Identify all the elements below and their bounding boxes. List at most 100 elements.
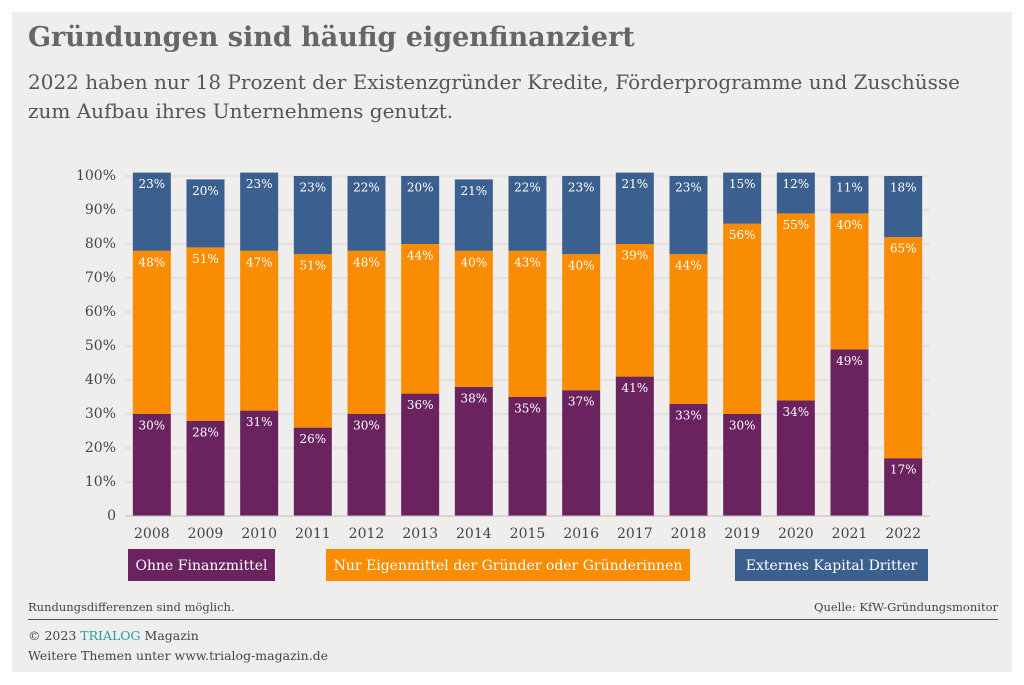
- value-label: 23%: [138, 177, 165, 191]
- value-label: 44%: [675, 259, 702, 273]
- bar-segment: [454, 179, 493, 251]
- value-label: 21%: [621, 177, 648, 191]
- bar-segment: [776, 400, 815, 516]
- value-label: 26%: [299, 432, 326, 446]
- bar-segment: [562, 390, 601, 516]
- bar-segment: [884, 237, 923, 459]
- x-tick-label: 2019: [724, 526, 760, 542]
- bar-segment: [293, 254, 332, 428]
- value-label: 22%: [353, 181, 380, 195]
- bar-segment: [508, 397, 547, 516]
- value-label: 36%: [407, 398, 434, 412]
- x-tick-label: 2022: [885, 526, 921, 542]
- value-label: 33%: [675, 408, 702, 422]
- y-tick-label: 0: [107, 508, 116, 524]
- copyright-line: © 2023 TRIALOG Magazin: [28, 628, 199, 643]
- legend-swatch: [735, 549, 928, 581]
- source: Quelle: KfW-Gründungsmonitor: [814, 600, 998, 614]
- value-label: 65%: [890, 242, 917, 256]
- bar-segment: [401, 176, 440, 244]
- value-label: 20%: [192, 184, 219, 198]
- bar-segment: [293, 427, 332, 516]
- value-label: 56%: [729, 228, 756, 242]
- value-label: 35%: [514, 402, 541, 416]
- value-label: 38%: [460, 391, 487, 405]
- value-label: 48%: [353, 255, 380, 269]
- legend-swatch: [128, 549, 275, 581]
- legend-swatch: [326, 549, 690, 581]
- bar-segment: [723, 223, 762, 414]
- bar-segment: [240, 250, 279, 411]
- copyright: © 2023: [28, 628, 77, 643]
- bar-segment: [186, 179, 225, 248]
- divider: [28, 619, 998, 620]
- x-tick-label: 2011: [295, 526, 331, 542]
- value-label: 21%: [460, 184, 487, 198]
- bar-segment: [884, 176, 923, 238]
- x-tick-label: 2012: [349, 526, 385, 542]
- legend-label: Ohne Finanzmittel: [136, 558, 268, 574]
- x-tick-label: 2016: [563, 526, 599, 542]
- bar-segment: [615, 244, 654, 377]
- bar-segment: [454, 386, 493, 516]
- value-label: 30%: [353, 419, 380, 433]
- bar-segment: [401, 244, 440, 394]
- x-tick-label: 2015: [510, 526, 546, 542]
- value-label: 51%: [299, 259, 326, 273]
- bar-segment: [401, 393, 440, 516]
- x-tick-label: 2013: [402, 526, 438, 542]
- value-label: 28%: [192, 425, 219, 439]
- footnote: Rundungsdifferenzen sind möglich.: [28, 600, 235, 614]
- bar-segment: [615, 376, 654, 516]
- bar-segment: [723, 414, 762, 516]
- legend-label: Nur Eigenmittel der Gründer oder Gründer…: [334, 558, 683, 574]
- value-label: 23%: [299, 181, 326, 195]
- value-label: 15%: [729, 177, 756, 191]
- y-tick-label: 40%: [85, 372, 116, 388]
- value-label: 49%: [836, 354, 863, 368]
- value-label: 40%: [460, 255, 487, 269]
- y-tick-label: 20%: [85, 440, 116, 456]
- value-label: 30%: [138, 419, 165, 433]
- card: Gründungen sind häufig eigenfinanziert 2…: [12, 12, 1012, 672]
- bar-segment: [186, 420, 225, 516]
- bar-segment: [669, 403, 708, 516]
- bar-segment: [669, 254, 708, 404]
- bar-segment: [293, 176, 332, 255]
- x-tick-label: 2010: [241, 526, 277, 542]
- brand: TRIALOG: [80, 628, 141, 643]
- y-tick-label: 80%: [85, 236, 116, 252]
- bar-segment: [347, 250, 386, 414]
- value-label: 43%: [514, 255, 541, 269]
- bar-segment: [240, 172, 279, 251]
- value-label: 44%: [407, 249, 434, 263]
- x-tick-label: 2009: [188, 526, 224, 542]
- y-tick-label: 30%: [85, 406, 116, 422]
- bar-segment: [830, 176, 869, 214]
- y-tick-label: 10%: [85, 474, 116, 490]
- bar-segment: [723, 172, 762, 224]
- value-label: 41%: [621, 381, 648, 395]
- legend-label: Externes Kapital Dritter: [746, 558, 918, 574]
- bar-segment: [347, 414, 386, 516]
- y-tick-label: 90%: [85, 202, 116, 218]
- value-label: 11%: [836, 181, 863, 195]
- y-tick-label: 50%: [85, 338, 116, 354]
- bar-segment: [508, 250, 547, 397]
- bar-segment: [240, 410, 279, 516]
- bar-segment: [884, 458, 923, 516]
- bar-segment: [615, 172, 654, 244]
- x-tick-label: 2021: [832, 526, 868, 542]
- x-tick-label: 2020: [778, 526, 814, 542]
- value-label: 22%: [514, 181, 541, 195]
- bar-segment: [347, 176, 386, 251]
- value-label: 23%: [675, 181, 702, 195]
- y-tick-label: 60%: [85, 304, 116, 320]
- value-label: 17%: [890, 463, 917, 477]
- bar-segment: [776, 172, 815, 214]
- value-label: 12%: [782, 177, 809, 191]
- value-label: 40%: [568, 259, 595, 273]
- value-label: 48%: [138, 255, 165, 269]
- bar-segment: [562, 176, 601, 255]
- value-label: 20%: [407, 181, 434, 195]
